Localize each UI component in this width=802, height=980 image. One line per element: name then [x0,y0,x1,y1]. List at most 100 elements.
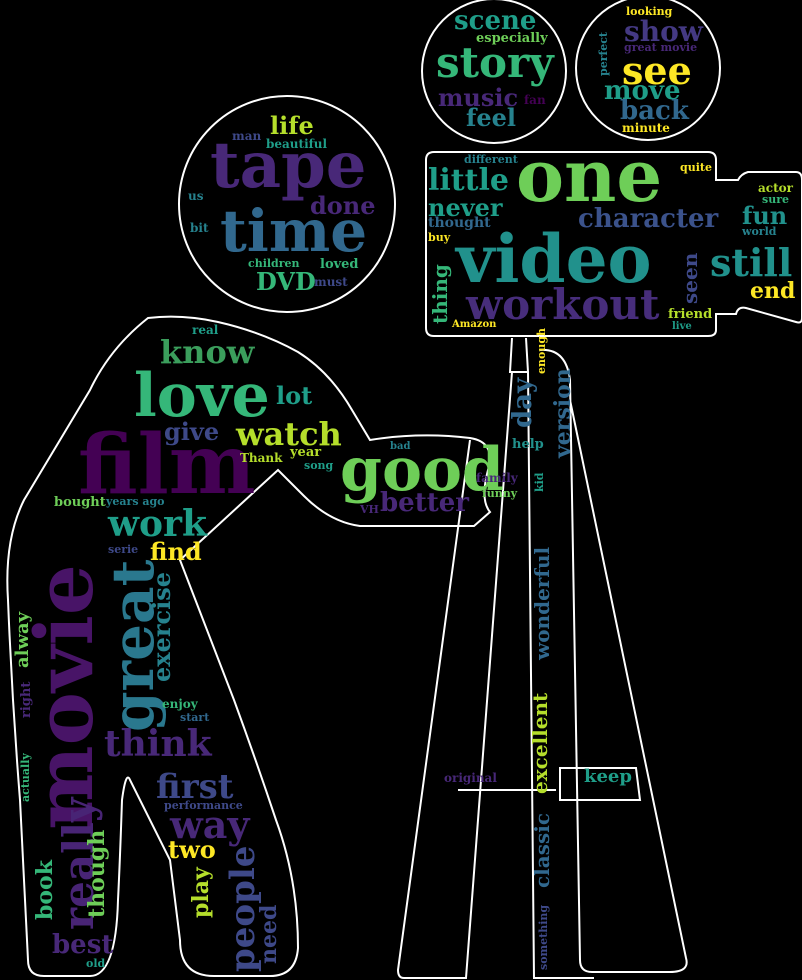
word-song: song [304,459,334,472]
word-fun: fun [742,201,788,230]
word-character: character [578,204,719,234]
word-little: little [428,163,509,198]
tripod-outline [396,337,688,979]
word-done: done [310,191,376,220]
word-exercise: exercise [147,571,176,682]
word-thing: thing [428,264,452,324]
word-bad: bad [390,441,411,452]
word-book: book [32,860,58,920]
word-wonderful: wonderful [530,546,554,660]
word-loved: loved [320,257,359,272]
left-film-reel-outline [178,95,396,313]
word-actually: actually [19,753,32,802]
word-real: real [192,323,219,337]
word-movie: movie [17,564,111,830]
word-bit: bit [190,221,209,235]
word-watch: watch [236,415,342,453]
word-start: start [180,711,210,724]
word-way: way [170,802,250,847]
word-friend: friend [668,307,713,322]
top-right-reel-outline [575,0,721,141]
word-play: play [188,867,214,918]
word-live: live [672,321,692,332]
word-DVD: DVD [256,267,316,296]
word-serie: serie [108,543,139,556]
word-scene: scene [454,6,537,36]
word-man: man [232,129,262,143]
word-excellent: excellent [528,692,552,794]
word-video: video [456,220,652,298]
word-Amazon: Amazon [452,319,497,330]
word-know: know [160,333,255,371]
word-find: find [150,537,202,566]
word-world: world [742,225,777,238]
word-though: though [84,829,110,918]
word-must: must [314,275,348,289]
word-classic: classic [530,812,554,888]
word-funny: funny [482,487,518,500]
word-years-ago: years ago [106,495,165,508]
word-old: old [86,957,106,970]
word-back: back [620,96,689,126]
word-life: life [270,111,314,140]
word-still: still [710,240,793,285]
word-seen: seen [678,252,702,304]
word-enough: enough [535,327,548,374]
word-help: help [512,437,544,452]
word-day: day [508,377,538,428]
word-thought: thought [428,215,491,231]
word-never: never [428,193,503,222]
word-love: love [134,361,270,431]
camera-body-outline [425,151,802,337]
word-work: work [108,503,207,545]
word-buy: buy [428,231,451,244]
word-minute: minute [622,121,670,135]
word-right: right [19,681,34,718]
word-two: two [168,835,216,864]
word-people: people [223,845,263,972]
word-perfect: perfect [597,32,610,76]
word-enjoy: enjoy [162,697,198,711]
top-reel-outline [421,0,567,144]
word-version: version [550,368,576,458]
word-workout: workout [466,280,660,329]
word-us: us [188,189,204,203]
word-music: music [438,83,519,112]
word-actor: actor [758,181,793,195]
person-body-outline [6,315,492,977]
word-looking: looking [626,5,673,18]
word-performance: performance [164,799,243,812]
word-show: show [624,15,703,48]
word-something: something [537,904,550,970]
word-Thank: Thank [240,451,283,465]
word-alway: alway [12,611,33,668]
word-feel: feel [466,103,516,132]
word-see: see [622,48,692,93]
word-film: film [78,417,256,513]
word-quite: quite [680,161,712,174]
word-need: need [256,904,282,964]
word-VH: VH [360,503,379,516]
word-good: good [340,435,504,505]
word-great-movie: great movie [624,41,698,54]
word-children: children [248,257,300,270]
word-better: better [380,488,469,518]
word-end: end [750,278,796,304]
word-especially: especially [476,31,548,46]
word-one: one [516,133,663,218]
word-original: original [444,771,497,785]
word-year: year [290,445,322,460]
word-best: best [52,930,114,960]
word-beautiful: beautiful [266,137,328,151]
word-different: different [464,153,518,166]
word-family: family [476,471,518,485]
word-give: give [164,417,220,446]
word-first: first [156,767,234,807]
word-kid: kid [533,472,546,493]
word-story: story [436,38,554,87]
word-time: time [220,197,368,265]
word-sure: sure [762,193,789,206]
word-tape: tape [210,128,367,203]
